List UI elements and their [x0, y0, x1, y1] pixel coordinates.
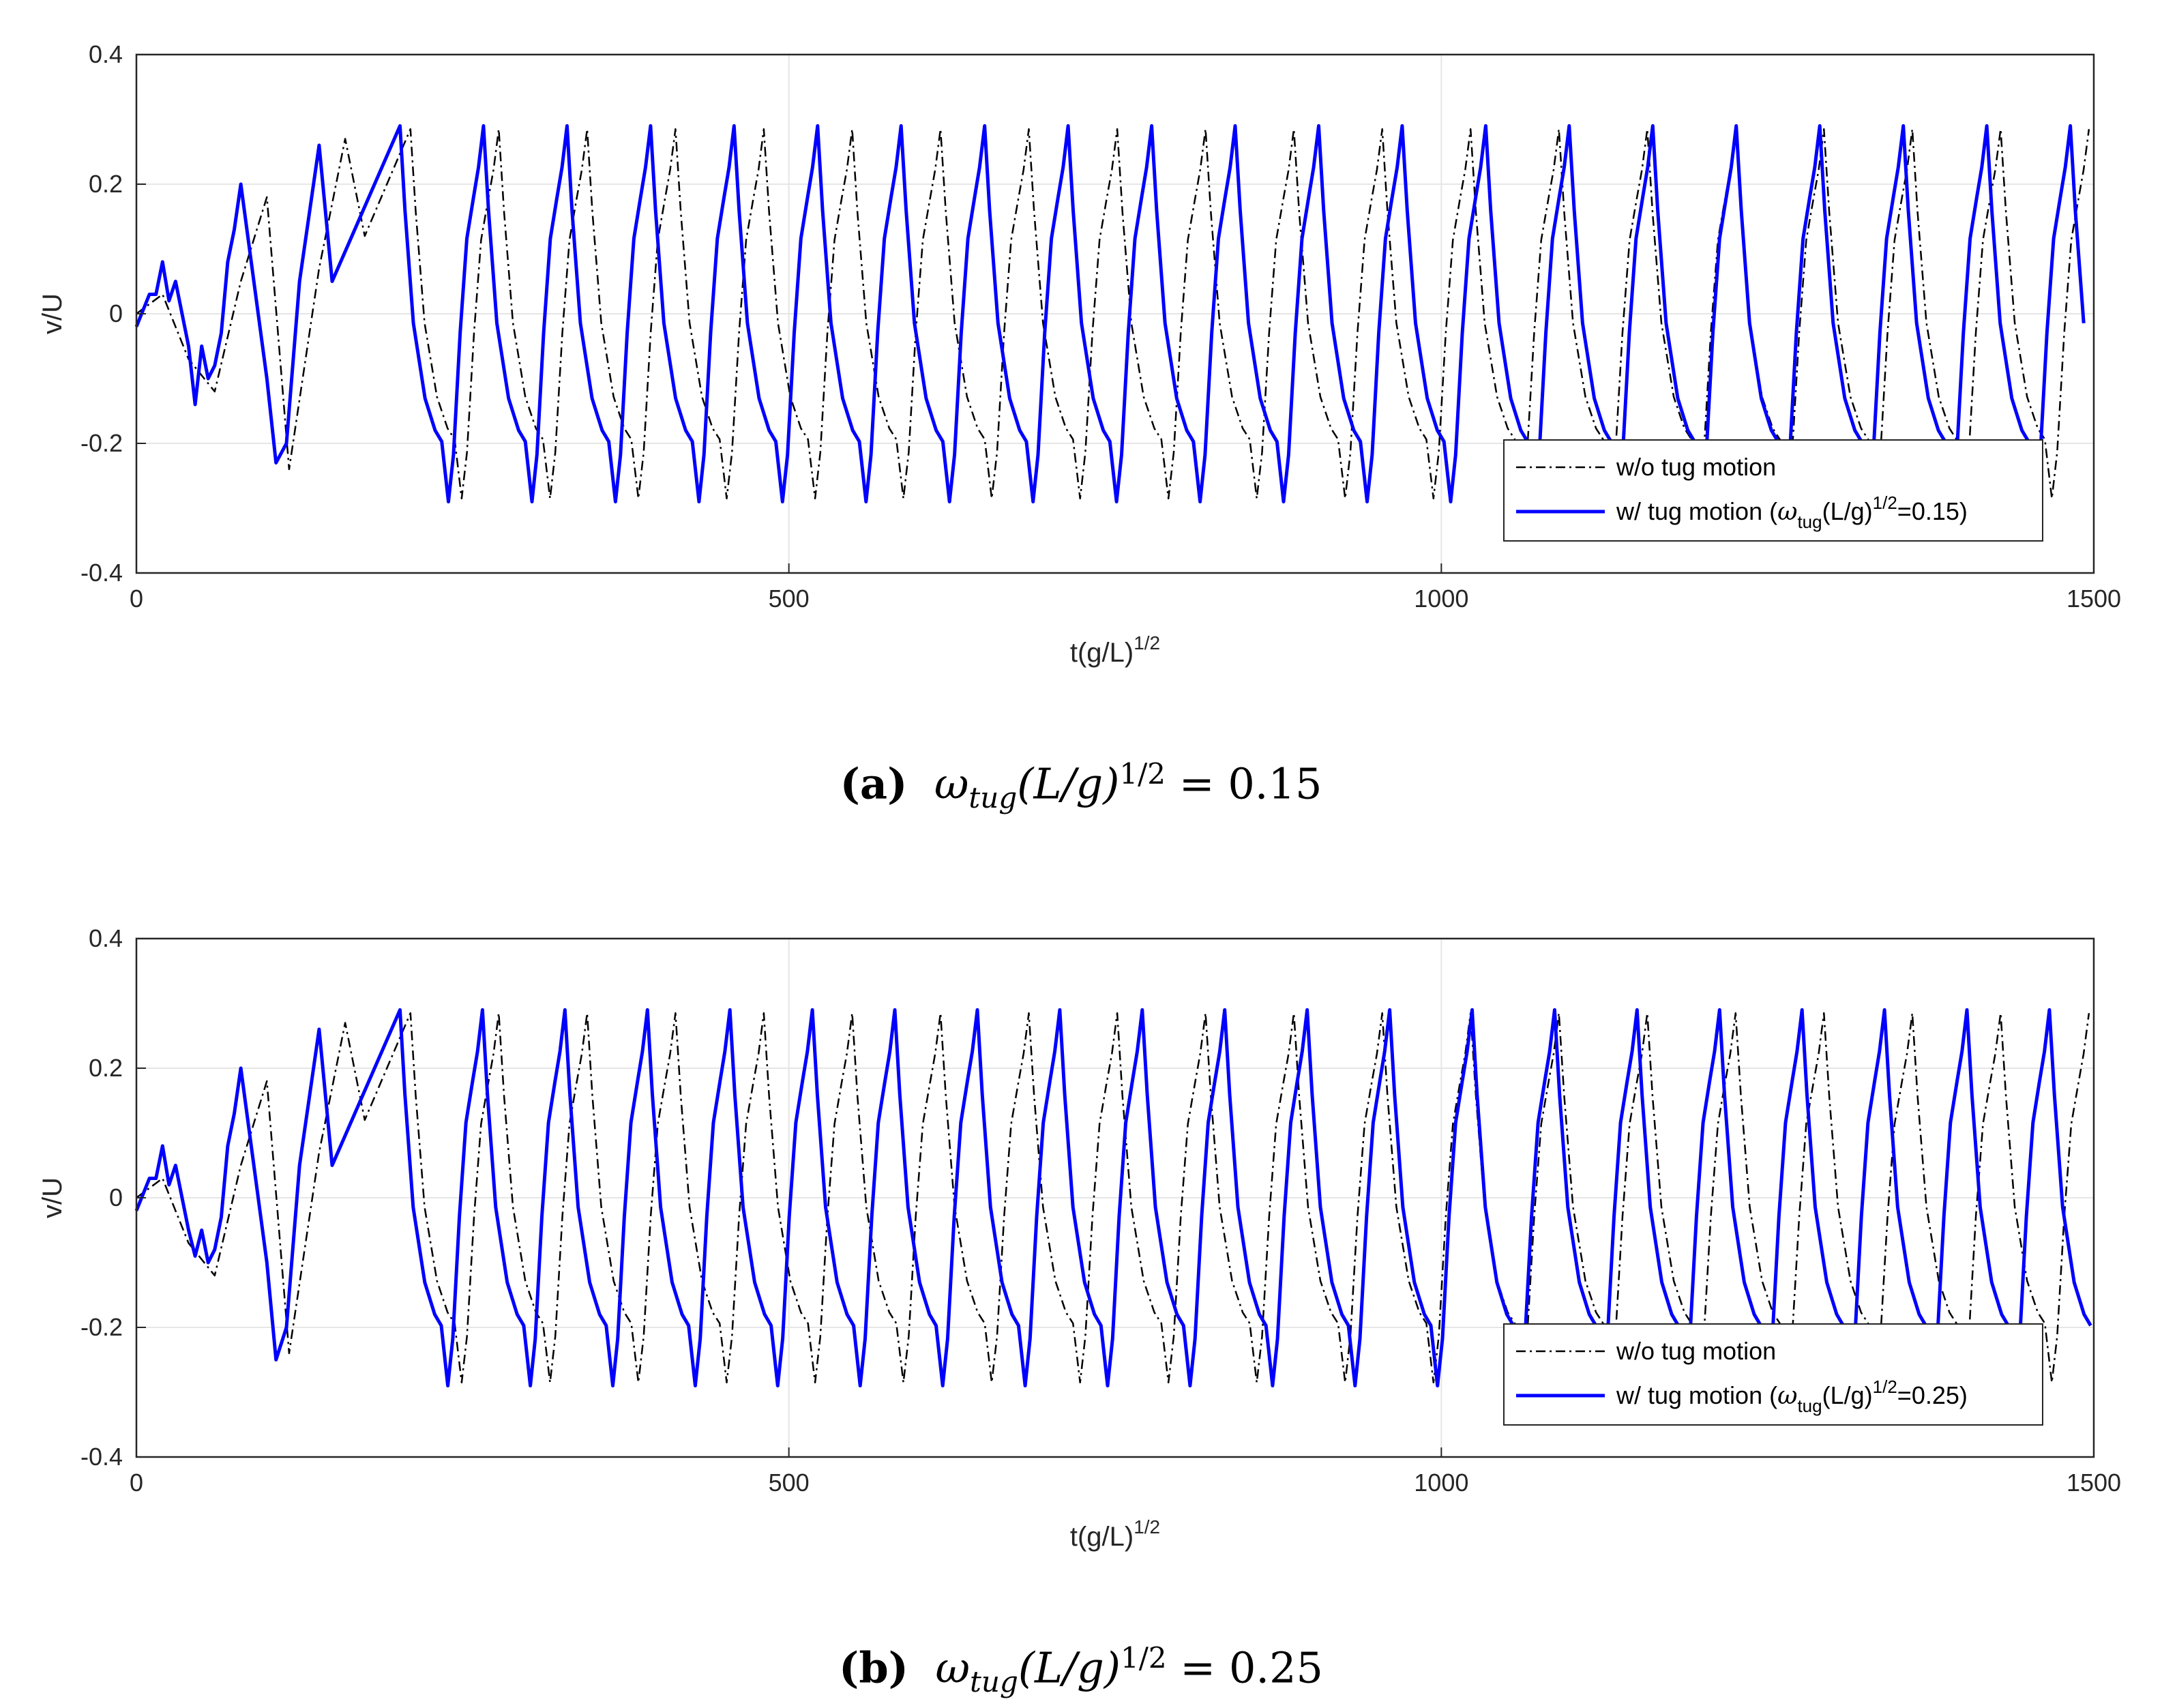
legend-label-with-tug-sup: 1/2 — [1873, 492, 1897, 513]
legend-label-with-tug-mid: (L/g) — [1822, 1381, 1873, 1409]
legend-label-without-tug: w/o tug motion — [1616, 453, 1776, 481]
x-tick-label-2: 1000 — [1414, 1469, 1468, 1497]
caption-b-omega: ω — [935, 1643, 971, 1693]
legend-box — [1503, 439, 2043, 542]
legend-label-with-tug: w/ tug motion (ωtug(L/g)1/2=0.25) — [1616, 1376, 1968, 1416]
legend-label-with-tug-post: =0.15) — [1897, 497, 1968, 525]
x-tick-label-1: 500 — [769, 585, 810, 613]
caption-a-rest: (L/g) — [1017, 759, 1120, 809]
y-tick-label-2: 0 — [109, 1183, 123, 1211]
caption-b: (b) ωtug(L/g)1/2 = 0.25 — [0, 1641, 2162, 1698]
y-tick-label-1: -0.2 — [80, 429, 123, 457]
x-tick-label-1: 500 — [769, 1469, 810, 1497]
caption-a-sup: 1/2 — [1119, 757, 1166, 791]
x-tick-label-2: 1000 — [1414, 585, 1468, 613]
x-tick-label-0: 0 — [130, 1469, 143, 1497]
y-tick-label-0: -0.4 — [80, 559, 123, 587]
chart-b: 0 500 1000 1500 -0.4 -0.2 0 0.2 0.4 t(g/L)1/2 v/U w… — [38, 924, 2121, 1552]
y-tick-label-0: -0.4 — [80, 1443, 123, 1471]
x-axis-label-sup: 1/2 — [1134, 632, 1160, 653]
caption-a-omega: ω — [934, 759, 969, 809]
legend-label-with-tug-sub: tug — [1797, 1396, 1822, 1416]
y-tick-label-4: 0.4 — [89, 924, 123, 952]
legend-label-with-tug-omega: ω — [1777, 498, 1797, 526]
x-tick-label-3: 1500 — [2067, 1469, 2121, 1497]
panel-a: 0 500 1000 1500 -0.4 -0.2 0 0.2 0.4 t(g/L)1/2 v/U w… — [0, 40, 2162, 814]
y-tick-label-3: 0.2 — [89, 170, 123, 198]
legend-label-with-tug-post: =0.25) — [1897, 1381, 1968, 1409]
legend-label-with-tug-omega: ω — [1777, 1382, 1797, 1410]
y-tick-label-4: 0.4 — [89, 40, 123, 68]
legend-label-with-tug-sub: tug — [1797, 512, 1822, 532]
y-axis-label: v/U — [38, 293, 68, 334]
chart-a: 0 500 1000 1500 -0.4 -0.2 0 0.2 0.4 t(g/L)1/2 v/U w… — [38, 40, 2121, 668]
caption-b-rest: (L/g) — [1018, 1643, 1121, 1693]
x-axis-label: t(g/L)1/2 — [1070, 632, 1160, 668]
y-tick-label-3: 0.2 — [89, 1054, 123, 1082]
legend-label-without-tug: w/o tug motion — [1616, 1337, 1776, 1365]
panel-b: 0 500 1000 1500 -0.4 -0.2 0 0.2 0.4 t(g/L)1/2 v/U w… — [0, 884, 2162, 1708]
caption-a-value: = 0.15 — [1165, 759, 1322, 809]
caption-b-value: = 0.25 — [1166, 1643, 1323, 1693]
series-line-with-tug — [134, 1008, 2092, 1387]
caption-b-sub: tug — [970, 1665, 1018, 1699]
x-axis-label: t(g/L)1/2 — [1070, 1516, 1160, 1552]
legend-label-with-tug-mid: (L/g) — [1822, 497, 1873, 525]
y-tick-label-2: 0 — [109, 299, 123, 327]
caption-b-label: (b) — [839, 1643, 909, 1693]
y-axis-label: v/U — [38, 1177, 68, 1218]
legend-box — [1503, 1323, 2043, 1426]
x-tick-label-0: 0 — [130, 585, 143, 613]
x-axis-label-sup: 1/2 — [1134, 1516, 1160, 1537]
caption-a-label: (a) — [840, 759, 908, 809]
legend-label-with-tug-pre: w/ tug motion ( — [1616, 497, 1777, 525]
legend-label-with-tug-pre: w/ tug motion ( — [1616, 1381, 1777, 1409]
caption-b-sup: 1/2 — [1120, 1641, 1167, 1675]
legend-label-with-tug: w/ tug motion (ωtug(L/g)1/2=0.15) — [1616, 492, 1968, 532]
series-line-without-tug — [136, 128, 2090, 500]
caption-a: (a) ωtug(L/g)1/2 = 0.15 — [0, 757, 2162, 814]
caption-a-sub: tug — [968, 781, 1018, 815]
x-tick-label-3: 1500 — [2067, 585, 2121, 613]
y-tick-label-1: -0.2 — [80, 1313, 123, 1341]
legend-label-with-tug-sup: 1/2 — [1873, 1376, 1897, 1397]
